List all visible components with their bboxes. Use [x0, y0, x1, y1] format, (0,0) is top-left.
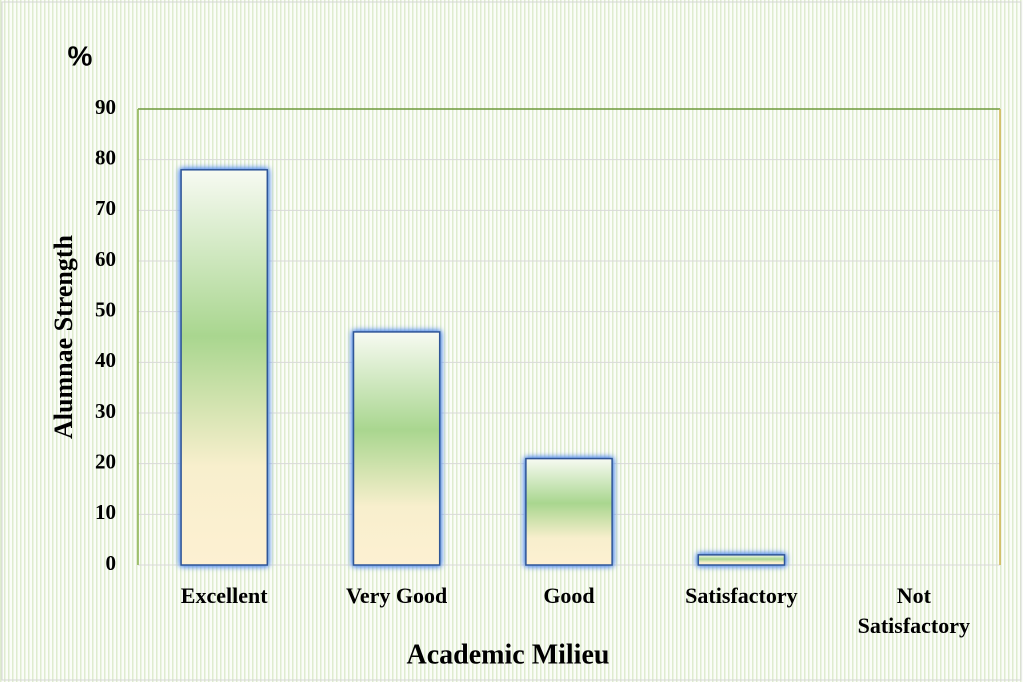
- bar: [525, 457, 613, 566]
- x-tick-label: Excellent: [180, 583, 268, 608]
- y-tick-label: 10: [95, 500, 116, 524]
- y-tick-label: 0: [106, 551, 117, 575]
- bar: [697, 554, 786, 566]
- x-axis-label: Academic Milieu: [407, 639, 610, 670]
- bar: [352, 331, 441, 566]
- bar: [180, 169, 269, 566]
- y-tick-label: 70: [95, 196, 116, 220]
- y-axis-label: Alumnae Strength: [49, 235, 78, 439]
- y-tick-label: 50: [95, 297, 116, 321]
- y-tick-label: 20: [95, 449, 116, 473]
- x-tick-label: Not Satisfactory: [857, 583, 970, 638]
- y-tick-label: 80: [95, 145, 116, 169]
- x-tick-label: Satisfactory: [685, 583, 798, 608]
- x-tick-label: Very Good: [345, 583, 448, 608]
- annotation: %: [68, 40, 93, 71]
- y-tick-label: 60: [95, 247, 116, 271]
- y-tick-label: 30: [95, 399, 116, 423]
- y-tick-label: 40: [95, 348, 116, 372]
- x-tick-label: Good: [543, 583, 595, 608]
- y-tick-label: 90: [95, 95, 116, 119]
